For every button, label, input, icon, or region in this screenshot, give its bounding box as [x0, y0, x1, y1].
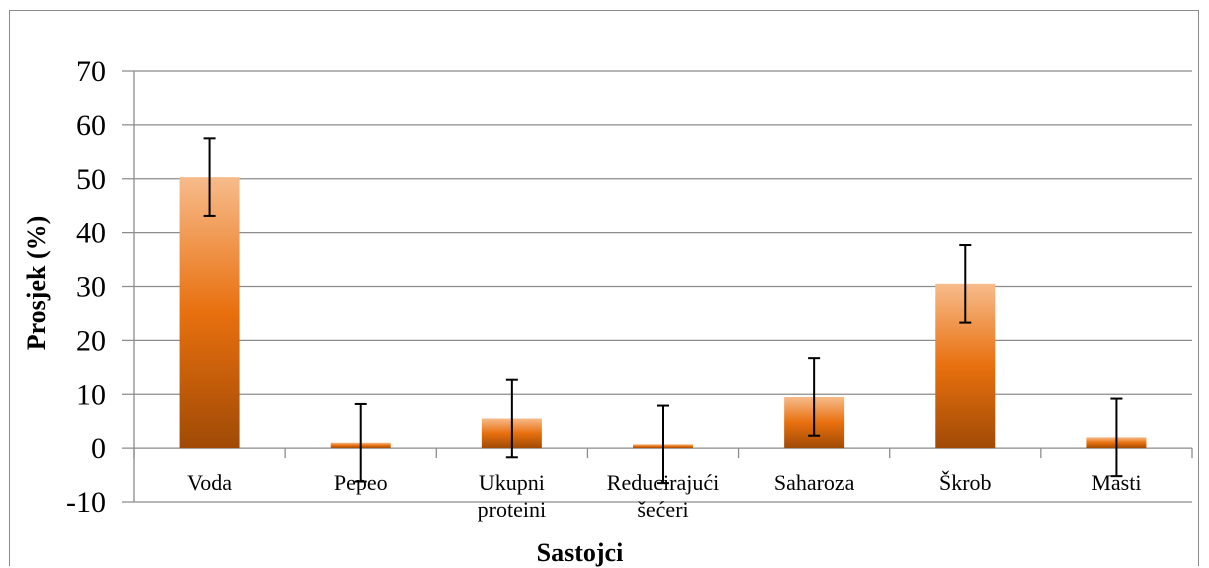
y-tick-label: 0: [91, 432, 106, 465]
x-category-label: proteini: [478, 497, 546, 522]
gridlines: [122, 70, 1193, 503]
y-tick-label: 10: [76, 378, 106, 411]
y-tick-label: 20: [76, 324, 106, 357]
y-tick-labels: -10 0 10 20 30 40 50 60 70: [66, 55, 106, 519]
x-category-label: Pepeo: [334, 470, 388, 495]
y-tick-label: 30: [76, 271, 106, 304]
y-tick-label: 70: [76, 55, 106, 88]
y-axis-title: Prosjek (%): [22, 216, 51, 351]
x-axis-title: Sastojci: [537, 538, 624, 567]
x-category-label: šećeri: [637, 497, 688, 522]
error-bars: [203, 137, 1123, 485]
y-tick-label: 60: [76, 109, 106, 142]
x-category-label: Škrob: [939, 470, 992, 495]
x-category-label: Saharoza: [774, 470, 855, 495]
bar: [179, 177, 240, 449]
bars: [179, 177, 1147, 449]
x-category-label: Ukupni: [479, 470, 545, 495]
y-tick-label: -10: [66, 486, 106, 519]
y-tick-label: 50: [76, 163, 106, 196]
x-category-label: Masti: [1091, 470, 1141, 495]
y-tick-label: 40: [76, 217, 106, 250]
x-category-label: Reducirajući: [607, 470, 719, 495]
x-category-label: Voda: [187, 470, 232, 495]
